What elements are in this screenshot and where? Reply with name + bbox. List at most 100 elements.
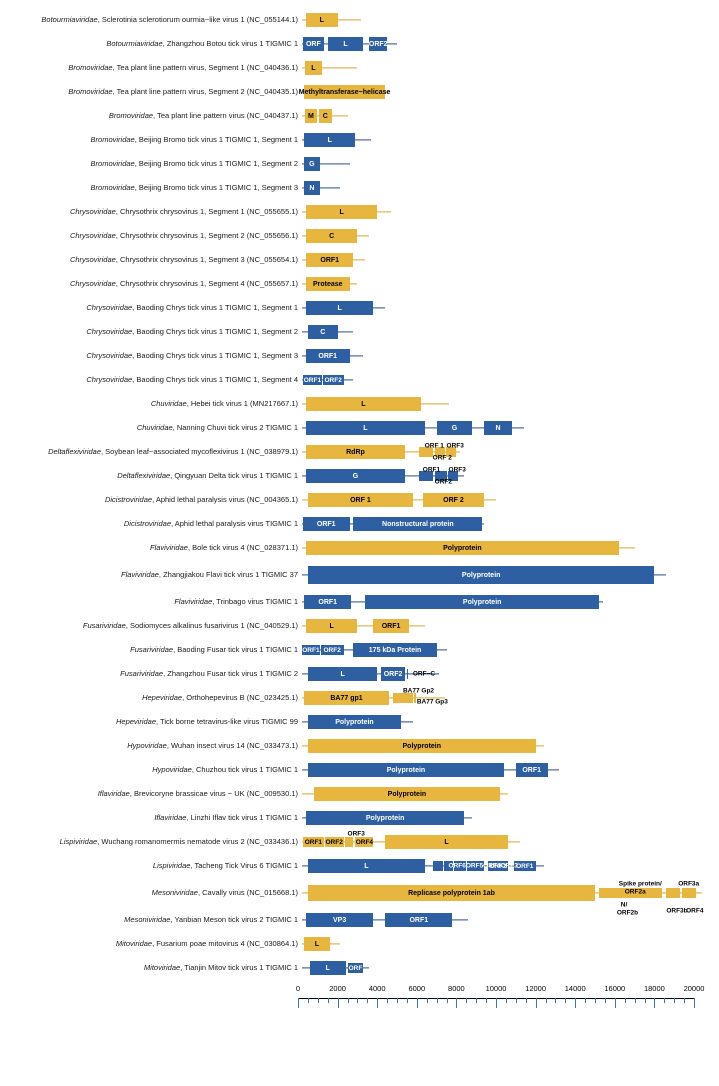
track: L xyxy=(302,56,711,80)
orf-box: L xyxy=(304,937,330,951)
orf-label: L xyxy=(341,41,349,48)
orf-box: ORF2 xyxy=(369,37,387,51)
orf-label: L xyxy=(361,425,369,432)
row-label: Mesoniviridae, Cavally virus (NC_015668.… xyxy=(0,889,302,897)
orf-box: G xyxy=(306,469,405,483)
orf-label: ORF1 xyxy=(303,839,324,846)
orf-box: ORF1 xyxy=(302,645,320,655)
row-label: Hypoviridae, Wuhan insect virus 14 (NC_0… xyxy=(0,742,302,750)
orf-label: Polyprotein xyxy=(460,572,503,579)
orf-label: L xyxy=(442,839,450,846)
row-label: Dicistroviridae, Aphid lethal paralysis … xyxy=(0,496,302,504)
floating-orf-label: Spike protein/ xyxy=(619,881,662,888)
orf-label: 175 kDa Protein xyxy=(367,647,424,654)
genome-row: Bromoviridae, Tea plant line pattern vir… xyxy=(0,56,711,80)
genome-row: Chrysoviridae, Baoding Chrys tick virus … xyxy=(0,320,711,344)
orf-label: C xyxy=(321,113,330,120)
orf-label: L xyxy=(324,965,332,972)
floating-orf-label: ORF2 xyxy=(435,479,452,486)
genome-row: Bromoviridae, Tea plant line pattern vir… xyxy=(0,104,711,128)
orf-label: ORF2 xyxy=(322,647,343,654)
orf-label: ORF2 xyxy=(382,671,405,678)
orf-box: L xyxy=(306,397,421,411)
orf-box: ORF1 xyxy=(306,253,354,267)
orf-box: L xyxy=(328,37,364,51)
row-label: Flaviviridae, Zhangjiakou Flavi tick vir… xyxy=(0,571,302,579)
orf-label: N xyxy=(493,425,502,432)
floating-orf-label: BA77 Gp3 xyxy=(417,699,448,706)
orf-box xyxy=(393,693,413,703)
orf-box: Methyltransferase−helicase xyxy=(304,85,385,99)
track: L xyxy=(302,296,711,320)
orf-box: ORF xyxy=(303,37,324,51)
orf-box: L xyxy=(306,301,373,315)
row-label: Mitoviridae, Tianjin Mitov tick virus 1 … xyxy=(0,964,302,972)
orf-label: L xyxy=(359,401,367,408)
orf-box: Polyprotein xyxy=(308,715,401,729)
row-label: Lispiviridae, Wuchang romanomermis nemat… xyxy=(0,838,302,846)
genome-diagram: Botourmiaviridae, Sclerotinia sclerotior… xyxy=(0,8,711,980)
genome-row: Lispiviridae, Wuchang romanomermis nemat… xyxy=(0,830,711,854)
row-label: Mitoviridae, Fusarium poae mitovirus 4 (… xyxy=(0,940,302,948)
floating-orf-label: ORF3 xyxy=(348,831,365,838)
orf-box: 175 kDa Protein xyxy=(353,643,436,657)
orf-label: BA77 gp1 xyxy=(328,695,364,702)
axis-tick-label: 12000 xyxy=(525,984,546,993)
genome-row: Iflaviridae, Brevicoryne brassicae virus… xyxy=(0,782,711,806)
orf-box: ORF 2 xyxy=(423,493,484,507)
track: LORF1 xyxy=(302,614,711,638)
axis-tick-label: 20000 xyxy=(684,984,705,993)
orf-label: ORF1 xyxy=(302,377,323,384)
row-label: Dicistroviridae, Aphid lethal paralysis … xyxy=(0,520,302,528)
genome-row: Chrysoviridae, Baoding Chrys tick virus … xyxy=(0,296,711,320)
orf-label: N xyxy=(307,185,316,192)
orf-box: ORF1 xyxy=(385,913,452,927)
orf-label: ORF1 xyxy=(407,917,430,924)
row-label: Bromoviridae, Tea plant line pattern vir… xyxy=(0,64,302,72)
orf-box: G xyxy=(304,157,320,171)
genome-row: Bromoviridae, Tea plant line pattern vir… xyxy=(0,80,711,104)
orf-box: ORF2 xyxy=(323,375,344,385)
row-label: Fusariviridae, Zhangzhou Fusar tick viru… xyxy=(0,670,302,678)
track: ORF1ORF2 xyxy=(302,368,711,392)
track: ORF1 xyxy=(302,344,711,368)
orf-label: ORF xyxy=(347,965,365,972)
orf-box: ORF1 xyxy=(373,619,409,633)
orf-label: VP3 xyxy=(331,917,348,924)
orf-box xyxy=(407,669,408,679)
track: Methyltransferase−helicase xyxy=(302,80,711,104)
genome-row: Dicistroviridae, Aphid lethal paralysis … xyxy=(0,488,711,512)
orf-box: L xyxy=(308,859,425,873)
row-label: Bromoviridae, Tea plant line pattern vir… xyxy=(0,112,302,120)
row-label: Chrysoviridae, Chrysothrix chrysovirus 1… xyxy=(0,280,302,288)
genome-row: Chrysoviridae, Baoding Chrys tick virus … xyxy=(0,368,711,392)
axis-tick-label: 4000 xyxy=(369,984,386,993)
orf-box: M xyxy=(305,109,317,123)
orf-box: L xyxy=(306,421,425,435)
row-label: Bromoviridae, Beijing Bromo tick virus 1… xyxy=(0,136,302,144)
axis-tick-label: 16000 xyxy=(604,984,625,993)
orf-label: Polyprotein xyxy=(461,599,504,606)
orf-box: ORF1 xyxy=(304,595,352,609)
orf-label: Polyprotein xyxy=(386,791,429,798)
track: L xyxy=(302,200,711,224)
orf-box xyxy=(433,861,443,871)
orf-label: L xyxy=(313,941,321,948)
track: ORF1ORF2ORF4LORF3 xyxy=(302,830,711,854)
orf-label: Polyprotein xyxy=(385,767,428,774)
orf-box: C xyxy=(319,109,332,123)
orf-box: L xyxy=(308,667,377,681)
row-label: Bromoviridae, Beijing Bromo tick virus 1… xyxy=(0,160,302,168)
track: G xyxy=(302,152,711,176)
floating-orf-label: ORF2a xyxy=(625,889,646,896)
genome-row: Bromoviridae, Beijing Bromo tick virus 1… xyxy=(0,152,711,176)
axis-tick-label: 6000 xyxy=(408,984,425,993)
orf-box: ORF1 xyxy=(303,517,350,531)
track: Protease xyxy=(302,272,711,296)
genome-row: Hepeviridae, Orthohepevirus B (NC_023425… xyxy=(0,686,711,710)
floating-orf-label: ORF 2 xyxy=(433,455,452,462)
floating-orf-label: ORF1 xyxy=(423,467,440,474)
orf-box: Nonstructural protein xyxy=(353,517,482,531)
orf-box: L xyxy=(310,961,346,975)
track: LORF2ORF−C xyxy=(302,662,711,686)
